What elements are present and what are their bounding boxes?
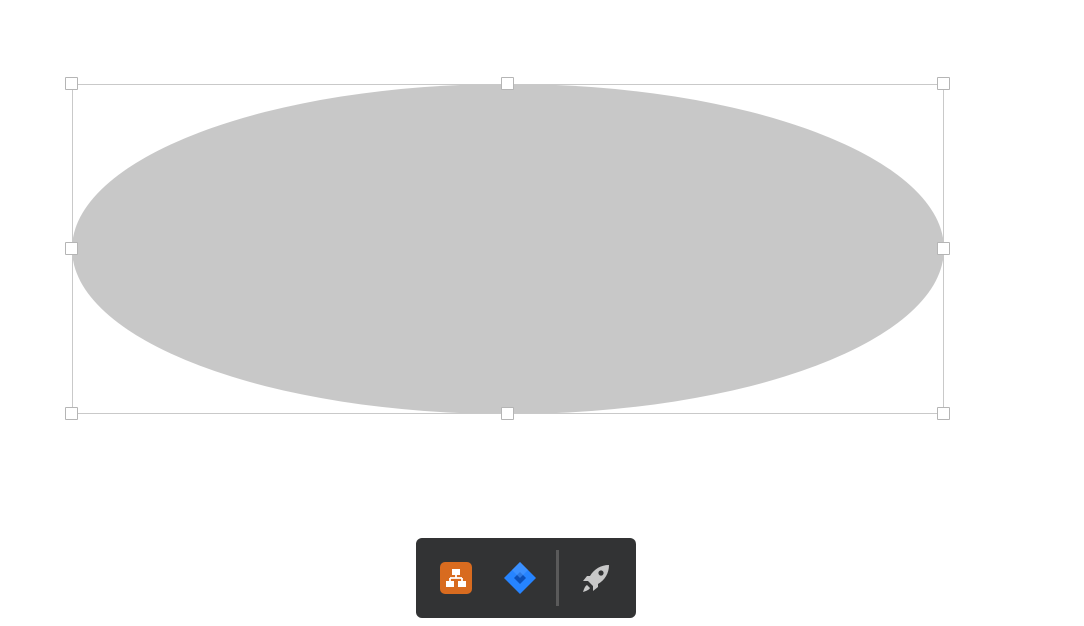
ellipse-shape[interactable] — [72, 84, 944, 414]
resize-handle-top-left[interactable] — [65, 77, 78, 90]
resize-handle-right[interactable] — [937, 242, 950, 255]
toolbar-separator — [556, 550, 559, 606]
jira-icon — [504, 562, 536, 594]
resize-handle-top-right[interactable] — [937, 77, 950, 90]
resize-handle-bottom[interactable] — [501, 407, 514, 420]
jira-button[interactable] — [500, 558, 540, 598]
resize-handle-top[interactable] — [501, 77, 514, 90]
diagram-app-button[interactable] — [436, 558, 476, 598]
rocket-icon — [583, 565, 609, 592]
floating-toolbar — [416, 538, 636, 618]
selected-shape[interactable] — [65, 77, 950, 420]
diagram-app-icon — [440, 562, 472, 594]
rocket-button[interactable] — [576, 558, 616, 598]
resize-handle-left[interactable] — [65, 242, 78, 255]
resize-handle-bottom-right[interactable] — [937, 407, 950, 420]
resize-handle-bottom-left[interactable] — [65, 407, 78, 420]
